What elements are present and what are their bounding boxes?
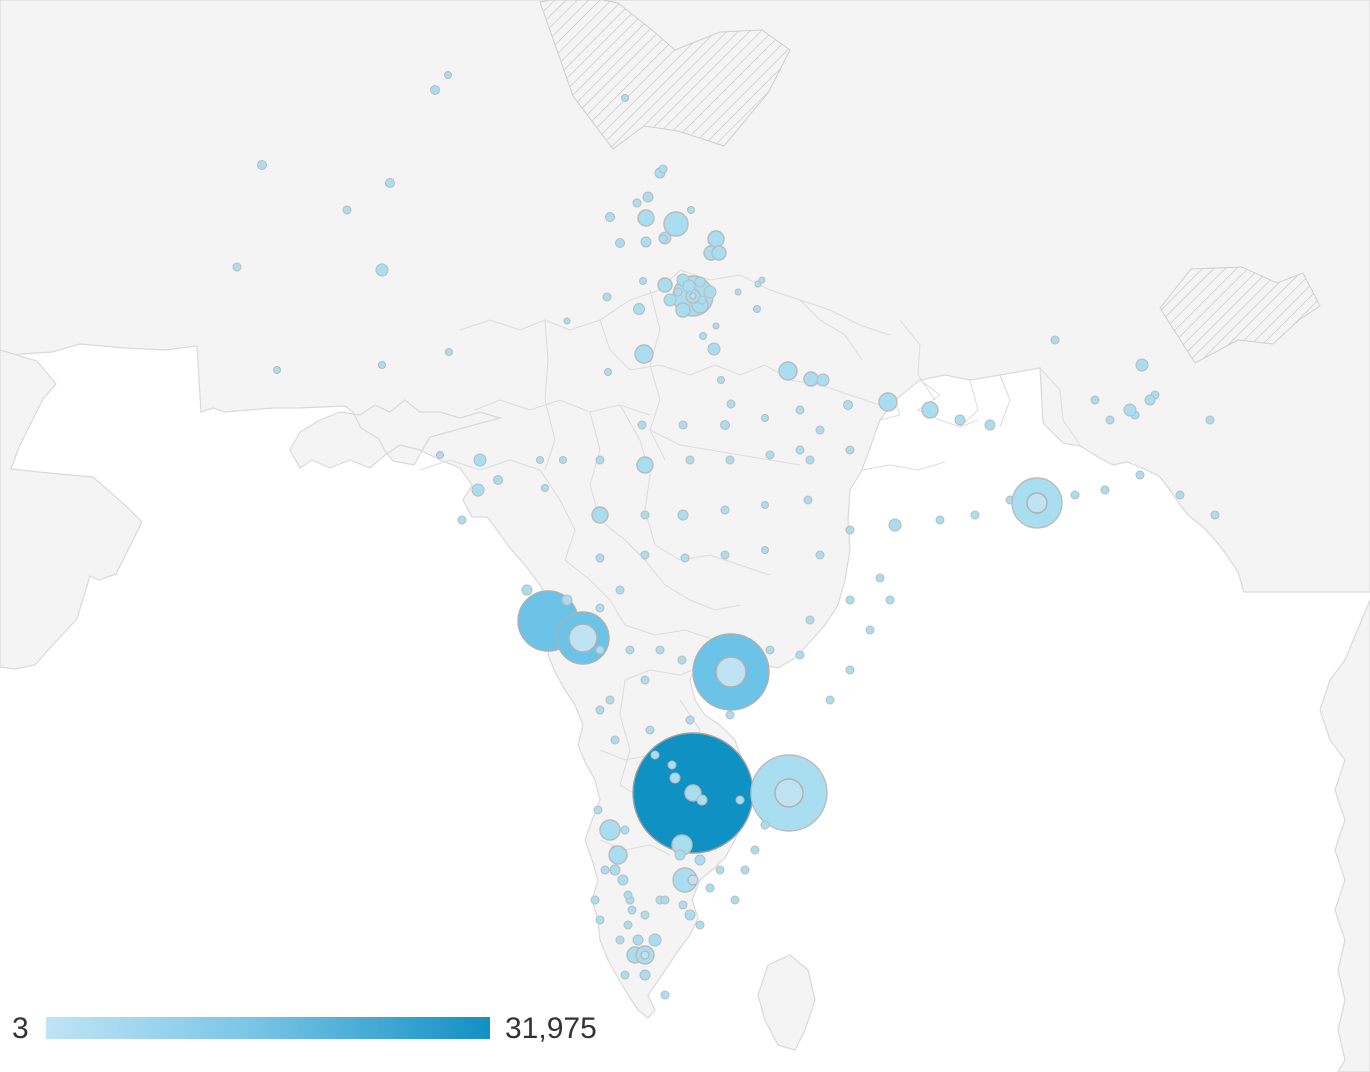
svg-text:3: 3	[12, 1012, 29, 1045]
svg-text:31,975: 31,975	[505, 1012, 597, 1045]
